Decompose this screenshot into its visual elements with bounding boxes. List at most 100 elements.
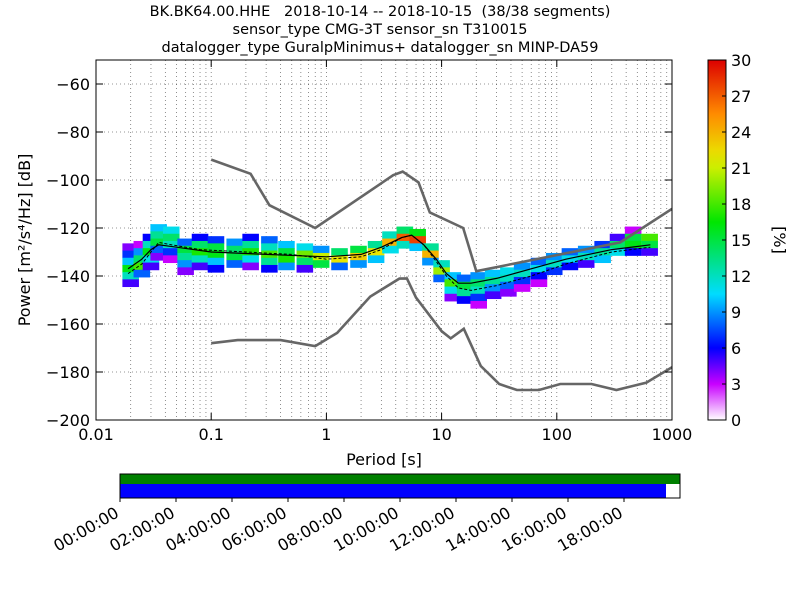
histogram-cell (191, 248, 209, 256)
histogram-cell (207, 236, 225, 244)
y-tick-label: −200 (46, 411, 90, 430)
colorbar-tick-label: 24 (731, 123, 751, 142)
histogram-cell (296, 243, 314, 252)
histogram-cell (641, 248, 658, 256)
x-axis-label: Period [s] (346, 450, 422, 469)
histogram-cell (367, 255, 385, 264)
histogram-cell (226, 252, 243, 261)
psd-coverage-bar (120, 484, 666, 498)
histogram-cell (484, 291, 502, 300)
histogram-cell (444, 286, 462, 295)
chart-title-line-3: datalogger_type GuralpMinimus+ datalogge… (161, 40, 599, 56)
histogram-cell (242, 233, 259, 242)
y-tick-label: −100 (46, 171, 90, 190)
histogram-cell (500, 288, 517, 297)
x-tick-label: 0.01 (78, 425, 114, 444)
histogram-cell (409, 243, 426, 252)
histogram-cell (396, 226, 414, 235)
colorbar-label: [%] (770, 226, 789, 254)
plot-frame (95, 59, 673, 421)
histogram-cell (500, 274, 517, 283)
histogram-cell (530, 257, 548, 266)
histogram-cell (122, 250, 139, 259)
histogram-cell (470, 272, 488, 280)
histogram-cell (122, 279, 139, 288)
histogram-cell (312, 260, 330, 268)
histogram-cell (350, 260, 367, 268)
histogram-cell (456, 296, 474, 304)
histogram-cell (133, 248, 151, 256)
histogram-cell (278, 262, 295, 271)
x-tick-label: 100 (542, 425, 573, 444)
histogram-cell (530, 272, 548, 280)
colorbar-tick-label: 9 (731, 303, 741, 322)
colorbar-tick-label: 30 (731, 51, 751, 70)
histogram-cell (162, 226, 180, 235)
histogram-cell (609, 240, 627, 249)
histogram-cell (444, 293, 462, 302)
histogram-cell (456, 274, 474, 283)
histogram-cell (513, 276, 531, 285)
histogram-cell (242, 262, 259, 271)
histogram-cell (226, 260, 243, 268)
colorbar-tick-label: 0 (731, 411, 741, 430)
histogram-cell (396, 240, 414, 249)
histogram-cell (177, 238, 194, 247)
histogram-cell (396, 233, 414, 242)
histogram-cell (177, 267, 194, 276)
colorbar-tick-label: 21 (731, 159, 751, 178)
colorbar-tick-label: 6 (731, 339, 741, 358)
colorbar-tick-label: 12 (731, 267, 751, 286)
histogram-cell (433, 274, 450, 283)
histogram-cell (207, 257, 225, 266)
histogram-cell (177, 245, 194, 254)
x-tick-label: 0.1 (198, 425, 223, 444)
histogram-cell (296, 257, 314, 266)
histogram-cell (331, 255, 348, 264)
histogram-cell (624, 233, 642, 242)
histogram-cell (150, 252, 167, 261)
histogram-cell (191, 240, 209, 249)
histogram-cell (545, 260, 563, 268)
histogram-cell (513, 284, 531, 292)
histogram-cell (150, 238, 167, 247)
histogram-cell (261, 264, 278, 273)
histogram-cell (226, 238, 243, 247)
histogram-cell (142, 262, 160, 271)
y-tick-label: −120 (46, 219, 90, 238)
data-coverage-bar (120, 474, 680, 484)
histogram-cell (561, 255, 579, 264)
histogram-cell (422, 257, 439, 266)
histogram-cell (122, 243, 139, 252)
histogram-cell (207, 264, 225, 273)
y-tick-label: −140 (46, 267, 90, 286)
histogram-cell (609, 233, 627, 242)
histogram-cell (278, 255, 295, 264)
histogram-cell (513, 269, 531, 278)
histogram-cell (513, 262, 531, 271)
histogram-cell (207, 243, 225, 252)
chart-title-line-1: BK.BK64.00.HHE 2018-10-14 -- 2018-10-15 … (149, 4, 611, 20)
histogram-cell (433, 260, 450, 268)
x-tick-label: 1000 (652, 425, 693, 444)
histogram-cell (500, 281, 517, 290)
histogram-cell (409, 228, 426, 237)
histogram-cell (177, 260, 194, 268)
histogram-cell (242, 240, 259, 249)
histogram-cell (162, 255, 180, 264)
histogram-cell (133, 269, 151, 278)
y-tick-label: −160 (46, 315, 90, 334)
histogram-cell (191, 255, 209, 264)
histogram-cell (484, 276, 502, 285)
histogram-cell (367, 240, 385, 249)
histogram-cell (133, 240, 151, 249)
histogram-cell (191, 262, 209, 271)
noise-model-high (210, 158, 672, 273)
histogram-cell (296, 264, 314, 273)
histogram-cell (278, 240, 295, 249)
y-axis-label: Power [m²/s⁴/Hz] [dB] (15, 154, 34, 327)
histogram-cell (484, 284, 502, 292)
histogram-cell (545, 267, 563, 276)
histogram-cell (624, 248, 642, 256)
